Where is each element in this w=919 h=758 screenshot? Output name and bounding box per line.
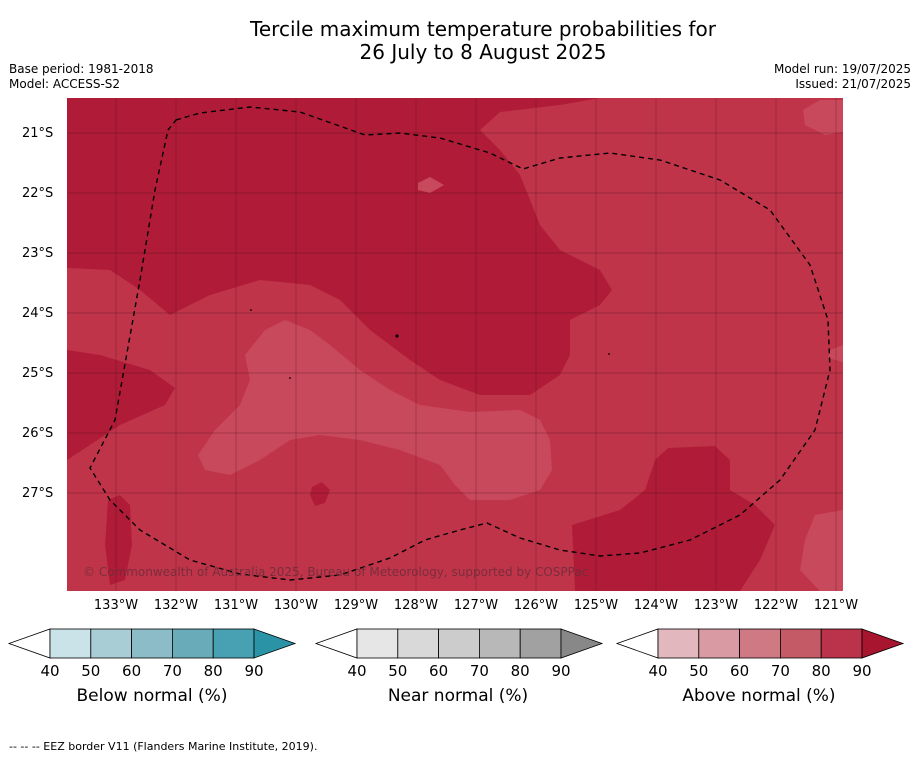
above-80-lower-right xyxy=(572,446,775,591)
colorbar-extend-high xyxy=(861,628,905,659)
copyright-notice: © Commonwealth of Australia 2025, Bureau… xyxy=(83,565,589,579)
colorbar-tick-label: 50 xyxy=(388,662,408,680)
near-normal-title: Near normal (%) xyxy=(387,686,529,706)
lat-label: 24°S xyxy=(22,306,54,321)
colorbar-tick-label: 80 xyxy=(203,662,223,680)
above-60-edge-blob xyxy=(828,345,843,362)
above-70-region xyxy=(67,98,843,591)
colorbar-segment xyxy=(657,628,700,659)
colorbar-tick-label: 60 xyxy=(429,662,449,680)
colorbar-tick-label: 90 xyxy=(852,662,872,680)
colorbar-tick-label: 50 xyxy=(81,662,101,680)
colorbar-tick-label: 90 xyxy=(551,662,571,680)
issued-date: Issued: 21/07/2025 xyxy=(795,77,911,91)
probability-field xyxy=(67,98,843,591)
islands xyxy=(250,309,610,379)
colorbar-segment xyxy=(780,628,822,659)
lon-label: 131°W xyxy=(213,598,259,613)
lon-label: 133°W xyxy=(93,598,139,613)
above-80-left-blob xyxy=(67,350,175,460)
colorbar-segment xyxy=(49,628,92,659)
meta-right: Model run: 19/07/2025 Issued: 21/07/2025 xyxy=(774,62,911,92)
model-run: Model run: 19/07/2025 xyxy=(773,62,911,76)
colorbar-tick-label: 40 xyxy=(347,662,367,680)
title-line-2: 26 July to 8 August 2025 xyxy=(359,40,607,64)
colorbar-extend-high xyxy=(253,628,297,659)
above-normal-title: Above normal (%) xyxy=(682,686,836,706)
above-60-region xyxy=(198,320,552,500)
colorbar-segment xyxy=(739,628,781,659)
colorbar-tick-label: 40 xyxy=(40,662,60,680)
colorbar-extend-low xyxy=(7,628,51,659)
below-normal-colorbar xyxy=(7,628,297,659)
colorbar-segment xyxy=(212,628,255,659)
lon-label: 128°W xyxy=(393,598,439,613)
colorbar-tick-label: 70 xyxy=(162,662,182,680)
colorbar-tick-label: 60 xyxy=(730,662,750,680)
lon-label: 122°W xyxy=(753,598,799,613)
base-period: Base period: 1981-2018 xyxy=(9,62,154,76)
above-60-bottom-right xyxy=(800,510,843,591)
near-normal-colorbar xyxy=(314,628,604,659)
above-60-small-blob xyxy=(418,177,444,193)
colorbar-segment xyxy=(698,628,740,659)
lon-label: 130°W xyxy=(273,598,319,613)
colorbar-extend-low xyxy=(615,628,659,659)
above-normal-colorbar xyxy=(615,628,905,659)
colorbar-tick-label: 80 xyxy=(811,662,831,680)
eez-border xyxy=(89,106,831,581)
colorbar-segment xyxy=(478,628,521,659)
above-80-small-blob xyxy=(310,482,330,506)
model-name: Model: ACCESS-S2 xyxy=(9,77,121,91)
lon-label: 125°W xyxy=(573,598,619,613)
below-normal-title: Below normal (%) xyxy=(76,686,228,706)
above-80-bottom-left xyxy=(105,495,132,585)
colorbar-segment xyxy=(171,628,214,659)
lon-label: 129°W xyxy=(333,598,379,613)
colorbar-segment xyxy=(438,628,480,659)
colorbar-segment xyxy=(397,628,439,659)
colorbar-tick-label: 80 xyxy=(510,662,530,680)
colorbar-tick-label: 70 xyxy=(469,662,489,680)
colorbar-tick-label: 90 xyxy=(244,662,264,680)
above-60-top-right xyxy=(803,100,843,135)
colorbar-tick-label: 60 xyxy=(122,662,142,680)
lon-label: 126°W xyxy=(513,598,559,613)
lon-label: 121°W xyxy=(813,598,859,613)
gridlines xyxy=(67,98,843,591)
lon-label: 127°W xyxy=(453,598,499,613)
colorbar-tick-label: 50 xyxy=(689,662,709,680)
lat-label: 25°S xyxy=(22,366,54,381)
lat-label: 21°S xyxy=(22,126,54,141)
map-title: Tercile maximum temperature probabilitie… xyxy=(0,18,919,64)
lat-label: 23°S xyxy=(22,246,54,261)
meta-left: Base period: 1981-2018 Model: ACCESS-S2 xyxy=(9,62,154,92)
lon-label: 124°W xyxy=(633,598,679,613)
colorbar-segment xyxy=(131,628,173,659)
lon-label: 132°W xyxy=(153,598,199,613)
lat-label: 26°S xyxy=(22,426,54,441)
eez-footnote: -- -- -- EEZ border V11 (Flanders Marine… xyxy=(9,740,318,753)
colorbar-segment xyxy=(519,628,562,659)
colorbar-tick-label: 40 xyxy=(648,662,668,680)
lat-label: 27°S xyxy=(22,486,54,501)
colorbar-extend-low xyxy=(314,628,358,659)
lat-label: 22°S xyxy=(22,186,54,201)
colorbar-extend-high xyxy=(560,628,604,659)
colorbar-segment xyxy=(820,628,863,659)
lon-label: 123°W xyxy=(693,598,739,613)
colorbar-tick-label: 70 xyxy=(770,662,790,680)
colorbar-segment xyxy=(90,628,133,659)
colorbar-segment xyxy=(356,628,399,659)
title-line-1: Tercile maximum temperature probabilitie… xyxy=(250,17,716,41)
